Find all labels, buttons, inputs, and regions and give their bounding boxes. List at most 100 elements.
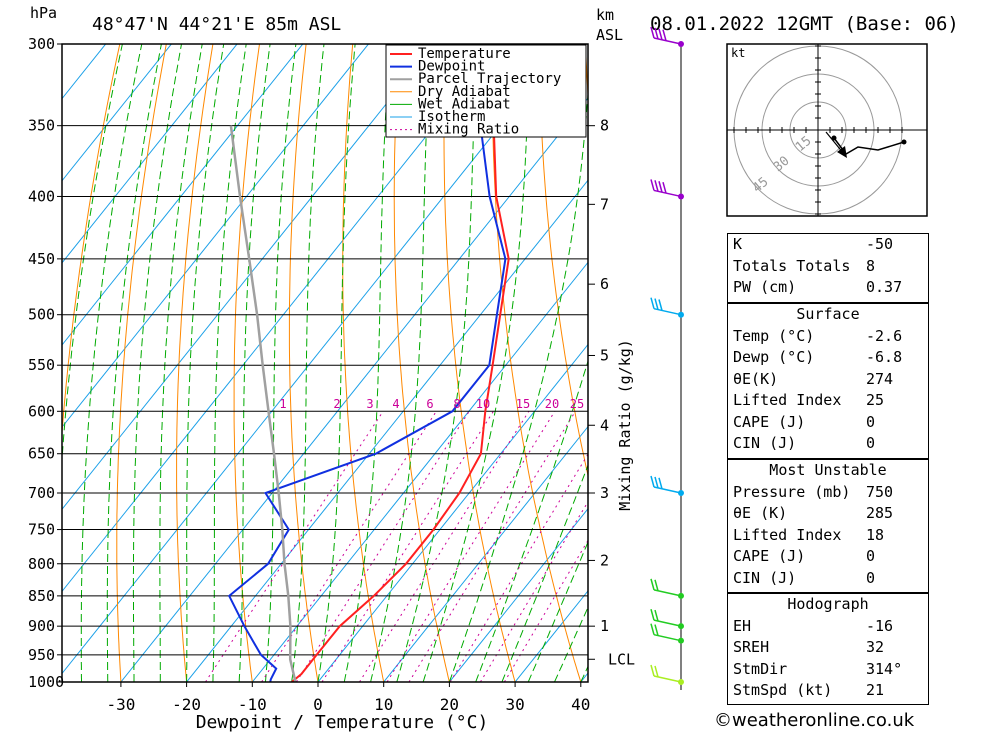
sfc-cin-label: CIN (J) bbox=[733, 434, 797, 452]
mixing-ratio-value-label: 25 bbox=[570, 397, 584, 411]
km-tick-label: 6 bbox=[600, 275, 609, 293]
km-tick-label: 5 bbox=[600, 346, 609, 364]
dry-adiabat-line bbox=[491, 44, 582, 682]
sfc-temp-value: -2.6 bbox=[866, 326, 903, 345]
most-unstable-title: Most Unstable bbox=[769, 461, 887, 479]
wind-barb-dot bbox=[678, 592, 684, 599]
wind-barb-flag bbox=[654, 624, 659, 636]
mu-pressure-label: Pressure (mb) bbox=[733, 482, 851, 501]
legend-entry-2: Dewpoint bbox=[418, 59, 485, 75]
isotherm-line bbox=[62, 44, 107, 100]
km-tick-label: 4 bbox=[600, 416, 609, 434]
wind-barb-flag bbox=[650, 608, 655, 621]
wind-barb-flag bbox=[654, 27, 659, 40]
wind-barb-dot bbox=[678, 41, 684, 47]
wind-barb-staff bbox=[653, 307, 682, 316]
stmspd-label: StmSpd (kt) bbox=[733, 681, 833, 699]
temp-tick-label: -30 bbox=[106, 695, 135, 714]
mixing-ratio-value-label: 3 bbox=[366, 397, 373, 411]
hodograph-title: Hodograph bbox=[787, 595, 869, 613]
temp-tick-label: 10 bbox=[374, 695, 393, 714]
km-tick-label: LCL bbox=[608, 650, 635, 668]
storm-motion-arrowhead bbox=[837, 146, 847, 158]
wind-barb-flag bbox=[650, 578, 655, 591]
wet-adiabat-line bbox=[370, 44, 431, 682]
pressure-tick-label: 900 bbox=[28, 617, 55, 635]
pw-value: 0.37 bbox=[866, 278, 903, 296]
hodograph-stats-table: Hodograph EH -16 SREH 32 StmDir 314° StmSpd… bbox=[727, 593, 929, 705]
mixing-ratio-line bbox=[261, 411, 437, 682]
mixing-ratio-line bbox=[503, 539, 588, 682]
wind-barb-flag bbox=[650, 26, 655, 39]
km-unit-label: km bbox=[596, 6, 614, 24]
wet-adiabat-line bbox=[291, 44, 325, 682]
totals-totals-label: Totals Totals bbox=[733, 256, 851, 275]
legend-entry-5: Wet Adiabat bbox=[418, 96, 511, 112]
pressure-tick-label: 700 bbox=[28, 484, 55, 502]
k-value: -50 bbox=[866, 235, 894, 253]
wind-barb-dot bbox=[678, 637, 684, 644]
dry-adiabat-line bbox=[62, 44, 121, 439]
wet-adiabat-line bbox=[475, 359, 588, 682]
legend-entry-6: Isotherm bbox=[418, 109, 485, 125]
isotherm-line bbox=[62, 44, 173, 182]
wind-barb-flag bbox=[654, 180, 659, 192]
pressure-tick-label: 350 bbox=[28, 117, 55, 135]
pressure-tick-label: 300 bbox=[28, 35, 55, 53]
pressure-tick-label: 500 bbox=[28, 306, 55, 324]
wet-adiabat-line bbox=[264, 44, 297, 682]
pw-label: PW (cm) bbox=[733, 278, 797, 296]
mu-lifted-index-label: Lifted Index bbox=[733, 525, 842, 544]
wind-barb-staff bbox=[653, 619, 682, 627]
isotherm-line bbox=[120, 97, 588, 682]
mixing-ratio-value-label: 2 bbox=[333, 397, 340, 411]
wind-barb-flag bbox=[650, 623, 655, 635]
dry-adiabat-line bbox=[288, 44, 319, 682]
mu-cin-label: CIN (J) bbox=[733, 568, 797, 587]
mu-cape-label: CAPE (J) bbox=[733, 547, 806, 565]
sfc-theta-e-label: θE(K) bbox=[733, 369, 779, 388]
stmspd-value: 21 bbox=[866, 681, 885, 699]
parcel-trajectory-series-line bbox=[229, 125, 297, 682]
mixing-ratio-line bbox=[205, 411, 384, 682]
hodograph-point bbox=[901, 139, 907, 145]
dry-adiabat-line bbox=[538, 44, 588, 478]
isotherm-line bbox=[62, 44, 304, 346]
pressure-tick-label: 450 bbox=[28, 250, 55, 268]
km-unit-label-asl: ASL bbox=[596, 26, 623, 44]
sfc-dewp-label: Dewp (°C) bbox=[733, 348, 815, 366]
wind-barb-staff bbox=[653, 37, 682, 45]
wind-barb-flag bbox=[658, 28, 663, 40]
eh-label: EH bbox=[733, 616, 752, 635]
wind-barb-flag bbox=[654, 579, 659, 591]
temp-tick-label: -10 bbox=[238, 695, 267, 714]
km-tick-label: 2 bbox=[600, 551, 609, 569]
temperature-series-line bbox=[290, 44, 510, 682]
mixing-ratio-value-label: 1 bbox=[279, 397, 286, 411]
copyright-text[interactable]: ©weatheronline.co.uk bbox=[714, 710, 915, 731]
sfc-dewp-value: -6.8 bbox=[866, 348, 903, 366]
dry-adiabat-line bbox=[996, 7, 1000, 708]
dry-adiabat-line bbox=[950, 7, 1000, 708]
wind-barb-dot bbox=[678, 193, 684, 200]
mixing-ratio-value-label: 6 bbox=[426, 397, 433, 411]
surface-table: Surface Temp (°C) -2.6 Dewp (°C) -6.8 θE(K… bbox=[727, 303, 929, 459]
wind-barb-staff bbox=[653, 589, 682, 597]
isotherm-line bbox=[62, 44, 238, 264]
dry-adiabat-line bbox=[443, 44, 516, 682]
wind-barb-staff bbox=[653, 633, 682, 642]
pressure-tick-label: 600 bbox=[28, 402, 55, 420]
run-datetime: 08.01.2022 12GMT (Base: 06) bbox=[650, 13, 959, 35]
mixing-ratio-value-label: 10 bbox=[476, 397, 490, 411]
temp-tick-label: -20 bbox=[172, 695, 201, 714]
x-axis-label: Dewpoint / Temperature (°C) bbox=[196, 712, 489, 733]
isotherm-line bbox=[251, 261, 588, 682]
wind-barb-staff bbox=[653, 189, 682, 198]
mixing-ratio-line bbox=[386, 411, 556, 682]
wind-barb-flag bbox=[658, 299, 663, 311]
mu-theta-e-label: θE (K) bbox=[733, 504, 788, 522]
wind-barb-flag bbox=[658, 181, 663, 193]
wind-barb-staff bbox=[653, 675, 682, 683]
